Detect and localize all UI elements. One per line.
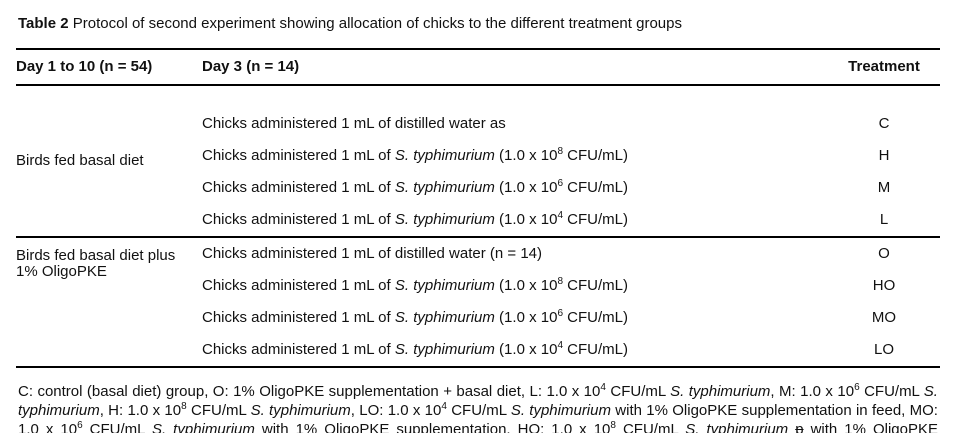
treatment-description: Chicks administered 1 mL of S. typhimuri… <box>202 178 628 196</box>
table-caption: Table 2 Protocol of second experiment sh… <box>18 14 940 34</box>
treatment-code: L <box>879 211 889 228</box>
table-row: Chicks administered 1 mL of S. typhimuri… <box>16 270 940 302</box>
treatment-code: H <box>878 147 890 164</box>
group-basal-diet-oligopke: Birds fed basal diet plus 1% OligoPKE Ch… <box>16 237 940 367</box>
protocol-table: Day 1 to 10 (n = 54) Day 3 (n = 14) Trea… <box>16 48 940 368</box>
footnote: C: control (basal diet) group, O: 1% Oli… <box>18 382 938 433</box>
col-header-treatment: Treatment <box>848 58 920 75</box>
treatment-code: M <box>877 179 891 196</box>
treatment-description: Chicks administered 1 mL of distilled wa… <box>202 115 506 132</box>
group-label-oligopke: Birds fed basal diet plus 1% OligoPKE <box>16 247 176 280</box>
treatment-description: Chicks administered 1 mL of S. typhimuri… <box>202 146 628 164</box>
group-basal-diet: Birds fed basal diet Chicks administered… <box>16 85 940 237</box>
table-row: Chicks administered 1 mL of S. typhimuri… <box>16 140 940 172</box>
table-row: Birds fed basal diet plus 1% OligoPKE Ch… <box>16 237 940 280</box>
treatment-description: Chicks administered 1 mL of S. typhimuri… <box>202 276 628 294</box>
treatment-code: HO <box>872 277 896 294</box>
table-row: Chicks administered 1 mL of S. typhimuri… <box>16 334 940 367</box>
treatment-description: Chicks administered 1 mL of S. typhimuri… <box>202 308 628 326</box>
treatment-description: Chicks administered 1 mL of S. typhimuri… <box>202 210 628 228</box>
group-label-basal-diet: Birds fed basal diet <box>16 152 144 169</box>
col-header-day3: Day 3 (n = 14) <box>202 58 300 75</box>
treatment-code: LO <box>873 341 894 358</box>
table-row: Birds fed basal diet Chicks administered… <box>16 85 940 169</box>
treatment-code: C <box>878 115 890 132</box>
treatment-code: O <box>878 245 890 262</box>
table-caption-label: Table 2 <box>18 15 69 32</box>
treatment-description: Chicks administered 1 mL of S. typhimuri… <box>202 340 628 358</box>
table-header: Day 1 to 10 (n = 54) Day 3 (n = 14) Trea… <box>16 49 940 85</box>
header-row: Day 1 to 10 (n = 54) Day 3 (n = 14) Trea… <box>16 49 940 85</box>
treatment-description: Chicks administered 1 mL of distilled wa… <box>202 245 543 262</box>
table-row: Chicks administered 1 mL of S. typhimuri… <box>16 172 940 204</box>
col-header-day1to10: Day 1 to 10 (n = 54) <box>16 58 153 75</box>
treatment-code: MO <box>871 309 897 326</box>
table-row: Chicks administered 1 mL of S. typhimuri… <box>16 302 940 334</box>
table-caption-text: Protocol of second experiment showing al… <box>68 15 682 32</box>
table-row: Chicks administered 1 mL of S. typhimuri… <box>16 204 940 237</box>
